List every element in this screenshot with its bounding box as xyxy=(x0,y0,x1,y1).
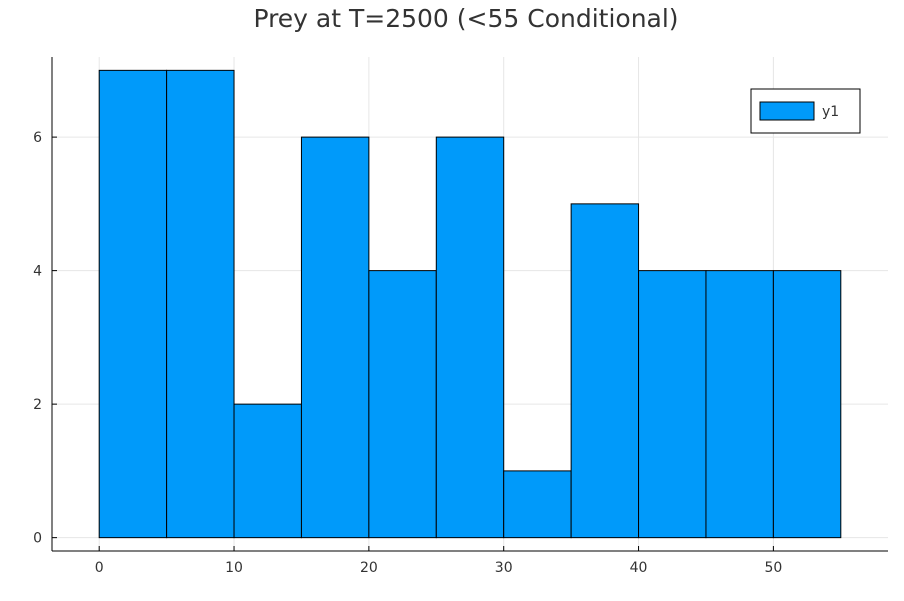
histogram-bar xyxy=(166,69,235,539)
x-tick-label: 0 xyxy=(95,560,104,576)
chart-title: Prey at T=2500 (<55 Conditional) xyxy=(253,4,678,33)
x-tick-label: 10 xyxy=(225,560,243,576)
histogram-bar xyxy=(570,203,640,539)
x-tick-label: 20 xyxy=(360,560,378,576)
histogram-bar xyxy=(368,270,437,539)
x-tick-label: 30 xyxy=(495,560,513,576)
axes xyxy=(51,57,888,552)
histogram-bar xyxy=(638,270,707,539)
legend-label: y1 xyxy=(822,104,839,120)
histogram-bar xyxy=(435,136,505,539)
y-tick-label: 0 xyxy=(33,531,42,547)
histogram-bar xyxy=(233,403,302,539)
histogram-bar xyxy=(98,69,168,539)
y-tick-label: 2 xyxy=(33,397,42,413)
x-tick-label: 40 xyxy=(630,560,648,576)
y-tick-label: 4 xyxy=(33,264,42,280)
x-axis-ticks: 0 10 20 30 40 50 xyxy=(95,546,782,576)
histogram-bar xyxy=(503,470,572,539)
histogram-bar xyxy=(300,136,370,539)
bars xyxy=(98,69,842,539)
x-tick-label: 50 xyxy=(764,560,782,576)
y-axis-ticks: 0 2 4 6 xyxy=(33,130,57,547)
histogram-bar xyxy=(705,270,774,539)
y-tick-label: 6 xyxy=(33,130,42,146)
histogram-bar xyxy=(772,270,842,539)
legend: y1 xyxy=(750,88,861,134)
legend-swatch xyxy=(759,101,815,121)
